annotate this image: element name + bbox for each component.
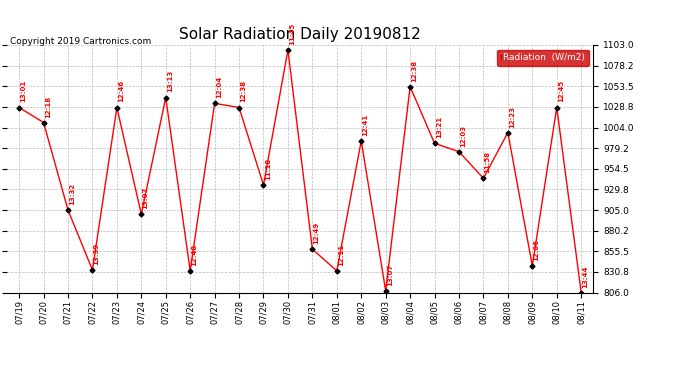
Text: 12:04: 12:04 [216, 76, 222, 98]
Text: 13:44: 13:44 [582, 265, 589, 288]
Title: Solar Radiation Daily 20190812: Solar Radiation Daily 20190812 [179, 27, 421, 42]
Text: 12:45: 12:45 [558, 80, 564, 102]
Text: 12:11: 12:11 [338, 244, 344, 266]
Text: 12:23: 12:23 [509, 105, 515, 128]
Text: 12:18: 12:18 [45, 95, 51, 117]
Text: 12:06: 12:06 [533, 239, 540, 261]
Legend: Radiation  (W/m2): Radiation (W/m2) [497, 50, 589, 66]
Text: 12:49: 12:49 [313, 222, 319, 244]
Text: 13:13: 13:13 [167, 70, 173, 93]
Text: 11:18: 11:18 [265, 158, 270, 180]
Text: 13:32: 13:32 [69, 183, 75, 205]
Text: 11:58: 11:58 [484, 151, 491, 173]
Text: 13:07: 13:07 [387, 264, 393, 286]
Text: 13:01: 13:01 [20, 80, 26, 102]
Text: 13:39: 13:39 [94, 243, 99, 265]
Text: 12:03: 12:03 [460, 124, 466, 147]
Text: 12:41: 12:41 [362, 114, 368, 136]
Text: 11:45: 11:45 [289, 23, 295, 45]
Text: 13:07: 13:07 [143, 187, 148, 209]
Text: 12:38: 12:38 [411, 60, 417, 82]
Text: 12:46: 12:46 [118, 80, 124, 102]
Text: 13:21: 13:21 [436, 116, 442, 138]
Text: 12:48: 12:48 [191, 244, 197, 266]
Text: 12:38: 12:38 [240, 80, 246, 102]
Text: Copyright 2019 Cartronics.com: Copyright 2019 Cartronics.com [10, 38, 152, 46]
